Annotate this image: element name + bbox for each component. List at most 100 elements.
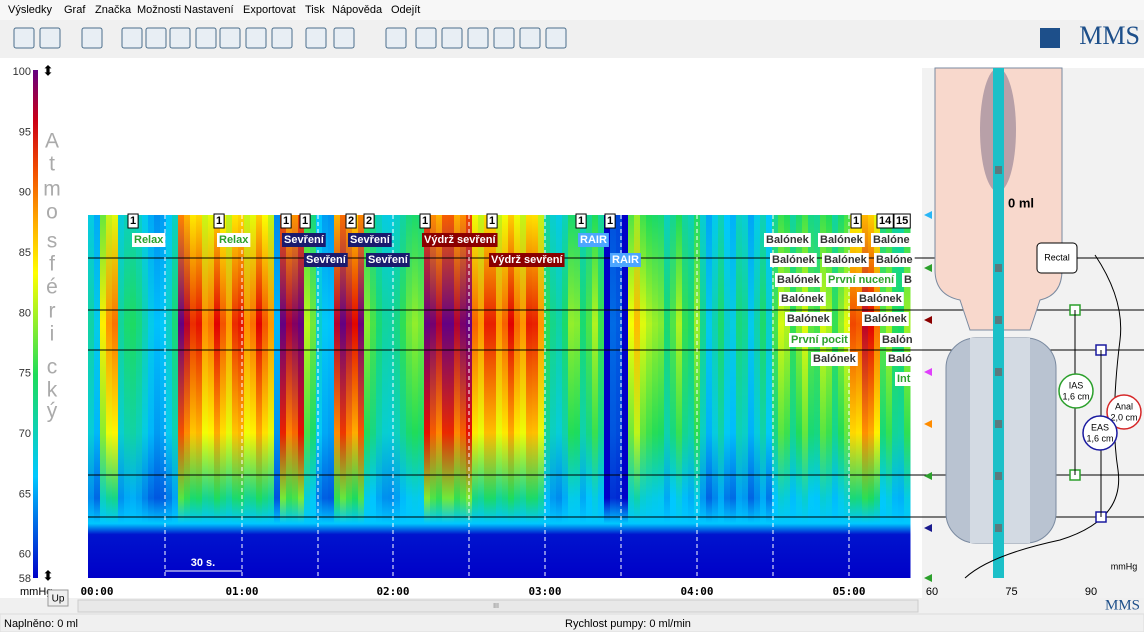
sensor-marker: [924, 524, 932, 532]
menu-item[interactable]: Nápověda: [332, 4, 383, 16]
toolbar-button[interactable]: [195, 27, 217, 49]
status-pump: Rychlost pumpy: 0 ml/min: [565, 618, 691, 630]
toolbar-button[interactable]: [333, 27, 355, 49]
toolbar-button[interactable]: [81, 27, 103, 49]
event-label-box: [363, 213, 375, 229]
menu-item[interactable]: Nastavení: [184, 4, 234, 16]
menu-item[interactable]: Graf: [64, 4, 86, 16]
toolbar-button[interactable]: [169, 27, 191, 49]
event-label: Výdrž sevření: [424, 234, 496, 246]
panel-axis-label: 60: [926, 586, 938, 598]
toolbar-button[interactable]: [545, 27, 567, 49]
toolbar-button[interactable]: [415, 27, 437, 49]
scale-title-letter: f: [49, 253, 55, 276]
toolbar-button[interactable]: [519, 27, 541, 49]
toolbar-button[interactable]: [305, 27, 327, 49]
heatmap-column: [184, 215, 191, 578]
event-label-box: [818, 233, 865, 247]
heatmap-column: [802, 215, 809, 578]
toolbar-button[interactable]: [121, 27, 143, 49]
volume-label: 0 ml: [1008, 195, 1034, 210]
toolbar-button[interactable]: [245, 27, 267, 49]
heatmap-column: [178, 215, 185, 578]
menu-item[interactable]: Odejít: [391, 4, 420, 16]
menu-item[interactable]: Výsledky: [8, 4, 53, 16]
heatmap-column: [442, 215, 449, 578]
heatmap-column: [232, 215, 239, 578]
event-label: Výdrž sevření: [491, 254, 563, 266]
toolbar-button[interactable]: [441, 27, 463, 49]
heatmap-column: [148, 215, 155, 578]
event-label-box: [282, 233, 326, 247]
event-label-box: [489, 253, 565, 267]
menu-item[interactable]: Tisk: [305, 4, 325, 16]
heatmap-column: [256, 215, 263, 578]
rectal-label: Rectal: [1044, 252, 1070, 262]
scrollbar[interactable]: [77, 599, 919, 613]
heatmap-column: [100, 215, 107, 578]
menu-item[interactable]: Značka: [95, 4, 132, 16]
scale-title-letter: i: [50, 323, 55, 346]
color-scale: [33, 70, 38, 578]
event-label: 1: [607, 215, 613, 227]
heatmap-column: [730, 215, 737, 578]
heatmap-column: [334, 215, 341, 578]
toolbar-button[interactable]: [271, 27, 293, 49]
toolbar-button[interactable]: [39, 27, 61, 49]
event-label-box: [779, 292, 826, 306]
scale-tick-label: 65: [19, 488, 31, 500]
scale-tick-label: 95: [19, 126, 31, 138]
event-label: 1: [578, 215, 584, 227]
panel-axis-label: 90: [1085, 586, 1097, 598]
scale-title-letter: c: [47, 356, 58, 379]
scale-tick-label: 70: [19, 428, 31, 440]
heatmap-column: [700, 215, 707, 578]
event-label: Balóne: [873, 234, 910, 246]
menu-bar: [0, 0, 1144, 20]
heatmap-column: [376, 215, 383, 578]
heatmap-column: [856, 215, 863, 578]
heatmap-column: [784, 215, 791, 578]
toolbar-button[interactable]: [385, 27, 407, 49]
toolbar-button[interactable]: [145, 27, 167, 49]
heatmap-column: [694, 215, 701, 578]
scale-title-letter: t: [49, 153, 55, 176]
time-label: 04:00: [680, 585, 713, 598]
sensor-marker: [924, 264, 932, 272]
event-label: 1: [130, 215, 136, 227]
heatmap-column: [112, 215, 119, 578]
heatmap-column: [604, 215, 611, 578]
event-label: Balónek: [859, 293, 903, 305]
time-label: 02:00: [376, 585, 409, 598]
up-button[interactable]: [47, 589, 69, 607]
heatmap-column: [106, 215, 113, 578]
heatmap-column: [214, 215, 221, 578]
unit-label: mmHg: [20, 586, 52, 598]
heatmap-column: [478, 215, 485, 578]
catheter-sensor: [995, 264, 1002, 272]
event-label: 1: [489, 215, 495, 227]
event-label-box: [764, 233, 811, 247]
ias-length: 1,6 cm: [1062, 391, 1089, 401]
event-label-box: [826, 273, 897, 287]
scroll-grip: III: [493, 603, 499, 610]
menu-item[interactable]: Možnosti: [137, 4, 181, 16]
event-label-box: [304, 253, 348, 267]
toolbar-button[interactable]: [493, 27, 515, 49]
heatmap-column: [286, 215, 293, 578]
heatmap-column: [862, 215, 869, 578]
menu-item[interactable]: Exportovat: [243, 4, 296, 16]
sensor-marker: [924, 211, 932, 219]
heatmap-column: [142, 215, 149, 578]
heatmap-column: [166, 215, 173, 578]
heatmap-column: [754, 215, 761, 578]
heatmap-column: [394, 215, 401, 578]
toolbar-button[interactable]: [13, 27, 35, 49]
heatmap-column: [580, 215, 587, 578]
toolbar-button[interactable]: [219, 27, 241, 49]
toolbar-button[interactable]: [467, 27, 489, 49]
status-bar: [0, 613, 1144, 632]
event-label-box: [886, 352, 914, 366]
event-label-box: [127, 213, 139, 229]
heatmap-column: [244, 215, 251, 578]
